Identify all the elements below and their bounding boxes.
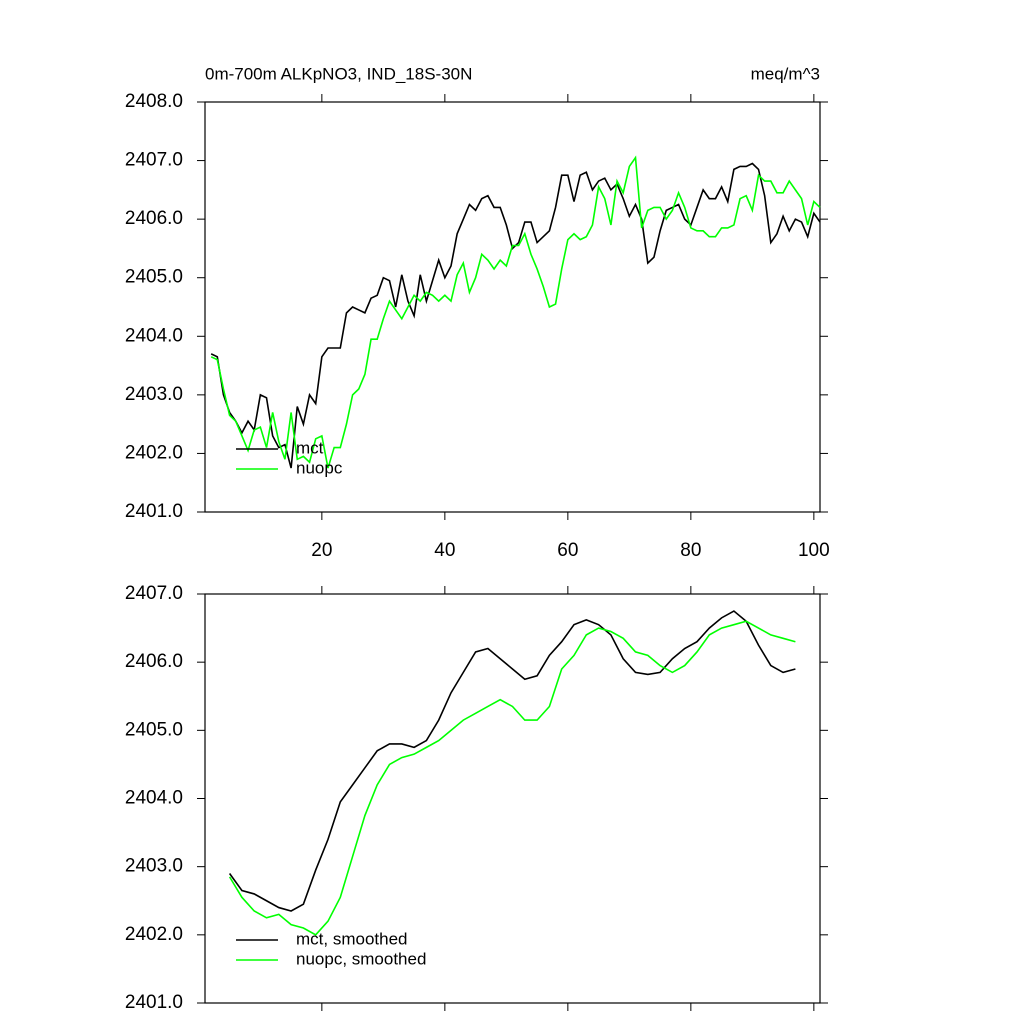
x-tick-label: 40 — [434, 540, 455, 561]
legend-label: mct — [296, 438, 324, 457]
x-tick-label: 20 — [311, 540, 332, 561]
y-tick-label: 2402.0 — [125, 924, 183, 945]
y-tick-label: 2407.0 — [125, 150, 183, 171]
x-tick-label: 100 — [798, 540, 830, 561]
series-line — [210, 162, 821, 469]
chart-title: 0m-700m ALKpNO3, IND_18S-30N — [205, 64, 472, 83]
y-tick-label: 2405.0 — [125, 267, 183, 288]
series-line — [210, 155, 821, 469]
y-tick-label: 2405.0 — [125, 719, 183, 740]
x-tick-label: 80 — [680, 540, 701, 561]
x-tick-label: 60 — [557, 540, 578, 561]
legend-label: nuopc — [296, 458, 343, 477]
series-line — [228, 620, 796, 936]
y-tick-label: 2406.0 — [125, 208, 183, 229]
plot-frame — [204, 101, 821, 513]
y-tick-label: 2401.0 — [125, 501, 183, 522]
y-tick-label: 2402.0 — [125, 442, 183, 463]
y-tick-label: 2407.0 — [125, 583, 183, 604]
y-tick-label: 2401.0 — [125, 992, 183, 1013]
legend-label: mct, smoothed — [296, 929, 408, 948]
y-tick-label: 2406.0 — [125, 651, 183, 672]
y-tick-label: 2403.0 — [125, 384, 183, 405]
y-tick-label: 2403.0 — [125, 856, 183, 877]
units-label: meq/m^3 — [751, 64, 820, 83]
y-tick-label: 2404.0 — [125, 788, 183, 809]
series-line — [228, 610, 796, 912]
y-tick-label: 2404.0 — [125, 325, 183, 346]
legend-label: nuopc, smoothed — [296, 949, 426, 968]
y-tick-label: 2408.0 — [125, 91, 183, 112]
